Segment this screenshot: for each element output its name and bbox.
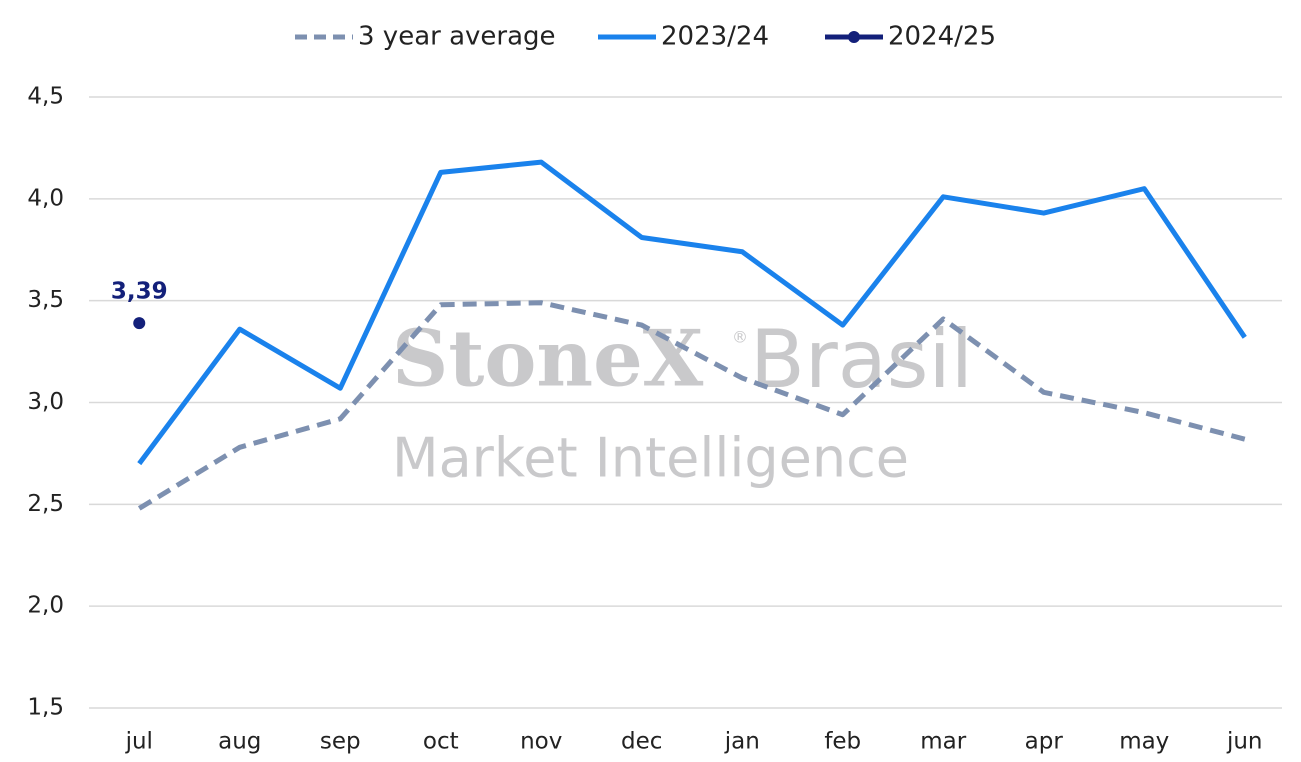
series-line <box>137 159 1247 466</box>
x-tick-label: apr <box>1025 729 1064 755</box>
watermark-brand: StoneX <box>392 314 704 405</box>
series-line <box>137 300 1246 511</box>
y-tick-label: 1,5 <box>27 695 64 721</box>
x-tick-label: aug <box>218 729 261 755</box>
y-tick-label: 2,0 <box>27 593 64 619</box>
x-tick-label: dec <box>621 729 662 755</box>
x-tick-label: may <box>1119 729 1169 755</box>
x-tick-label: jun <box>1226 729 1263 755</box>
point <box>133 317 146 330</box>
y-tick-label: 3,0 <box>27 389 64 415</box>
y-tick-label: 2,5 <box>27 491 64 517</box>
x-tick-label: nov <box>520 729 562 755</box>
y-tick-label: 3,5 <box>27 287 64 313</box>
legend-label: 3 year average <box>358 22 556 52</box>
watermark-mark: ® <box>732 328 748 347</box>
x-tick-label: feb <box>824 729 861 755</box>
legend-label: 2023/24 <box>661 22 769 52</box>
y-tick-label: 4,0 <box>27 185 64 211</box>
y-tick-label: 4,5 <box>27 84 64 110</box>
x-tick-label: oct <box>423 729 459 755</box>
data-label: 3,39 <box>111 279 168 305</box>
x-tick-label: sep <box>320 729 361 755</box>
watermark-subtitle: Market Intelligence <box>392 427 909 490</box>
x-tick-label: jul <box>125 729 153 755</box>
x-tick-label: mar <box>920 729 966 755</box>
legend-label: 2024/25 <box>888 22 996 52</box>
x-tick-label: jan <box>724 729 760 755</box>
legend-marker <box>848 31 860 43</box>
